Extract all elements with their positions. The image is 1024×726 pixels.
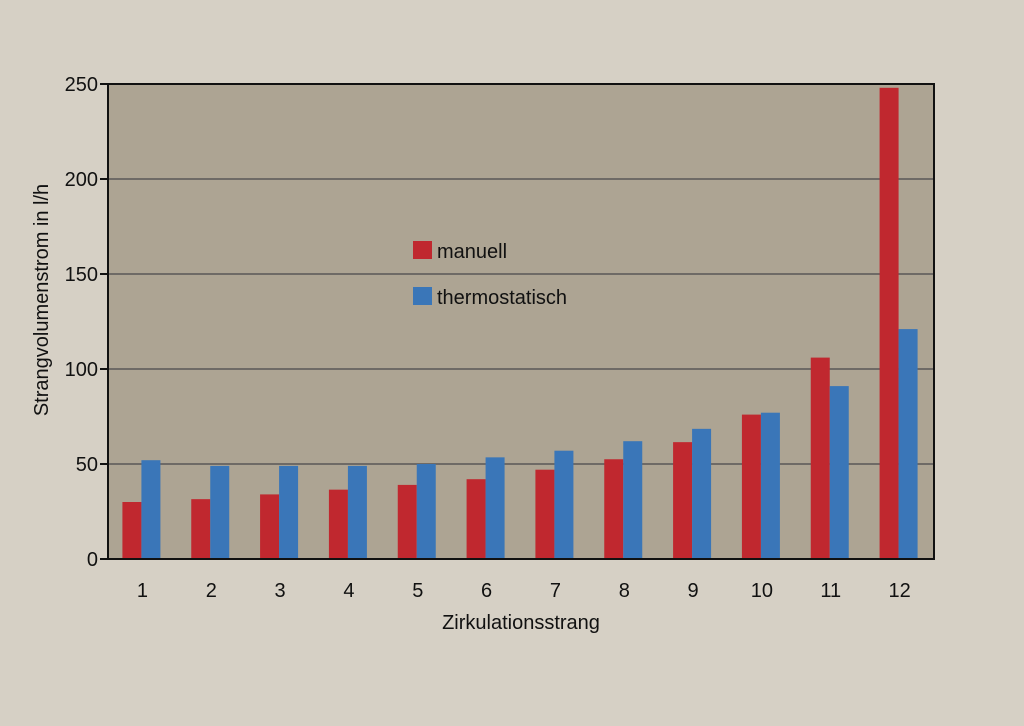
- x-tick-label-9: 9: [688, 580, 699, 602]
- bar-thermostatisch-4: [347, 465, 367, 559]
- y-tick-label-250: 250: [65, 74, 98, 96]
- bar-manuell-5: [397, 484, 417, 559]
- bar-thermostatisch-9: [692, 428, 712, 559]
- bar-thermostatisch-8: [623, 441, 643, 559]
- bar-thermostatisch-6: [485, 457, 505, 559]
- gridlines: [108, 178, 934, 465]
- bar-manuell-2: [191, 499, 211, 559]
- x-axis-title: Zirkulationsstrang: [442, 612, 600, 634]
- y-axis-ticks: 0 50 100 150 200 250: [65, 74, 108, 571]
- bar-manuell-10: [741, 414, 761, 559]
- y-axis-title: Strangvolumenstrom in l/h: [31, 184, 53, 416]
- bars: [122, 87, 918, 560]
- bar-manuell-6: [466, 479, 486, 559]
- x-tick-label-4: 4: [343, 580, 354, 602]
- bar-thermostatisch-3: [279, 465, 299, 559]
- x-tick-label-6: 6: [481, 580, 492, 602]
- legend: manuell thermostatisch: [413, 241, 567, 309]
- x-tick-label-3: 3: [275, 580, 286, 602]
- plot-frame: [107, 83, 935, 560]
- bar-thermostatisch-7: [554, 450, 574, 559]
- bar-thermostatisch-1: [141, 460, 161, 559]
- y-tick-label-150: 150: [65, 264, 98, 286]
- bar-thermostatisch-11: [829, 386, 849, 559]
- x-tick-label-10: 10: [751, 580, 773, 602]
- bar-thermostatisch-10: [760, 412, 780, 559]
- bar-manuell-9: [673, 442, 693, 559]
- x-tick-label-1: 1: [137, 580, 148, 602]
- legend-swatch-manuell: [413, 241, 432, 259]
- y-tick-label-200: 200: [65, 169, 98, 191]
- bar-manuell-12: [879, 87, 899, 560]
- bar-manuell-8: [604, 459, 624, 559]
- x-tick-label-2: 2: [206, 580, 217, 602]
- legend-swatch-thermostatisch: [413, 287, 432, 305]
- bar-thermostatisch-12: [898, 329, 918, 559]
- y-tick-label-100: 100: [65, 359, 98, 381]
- bar-thermostatisch-5: [416, 464, 436, 559]
- bar-manuell-7: [535, 469, 555, 559]
- y-tick-label-0: 0: [87, 549, 98, 571]
- x-tick-label-12: 12: [888, 580, 910, 602]
- bar-manuell-3: [260, 494, 280, 559]
- bar-thermostatisch-2: [210, 465, 230, 559]
- bar-manuell-1: [122, 502, 142, 559]
- legend-label-manuell: manuell: [437, 241, 507, 263]
- bar-manuell-11: [810, 357, 830, 559]
- x-tick-label-5: 5: [412, 580, 423, 602]
- legend-label-thermostatisch: thermostatisch: [437, 287, 567, 309]
- x-axis-ticks: 1 2 3 4 5 6 7 8 9 10 11 12: [137, 580, 911, 602]
- x-tick-label-11: 11: [820, 580, 841, 602]
- bar-manuell-4: [328, 489, 348, 559]
- y-tick-label-50: 50: [76, 454, 98, 476]
- plot-background: [108, 84, 934, 559]
- x-tick-label-7: 7: [550, 580, 561, 602]
- x-tick-label-8: 8: [619, 580, 630, 602]
